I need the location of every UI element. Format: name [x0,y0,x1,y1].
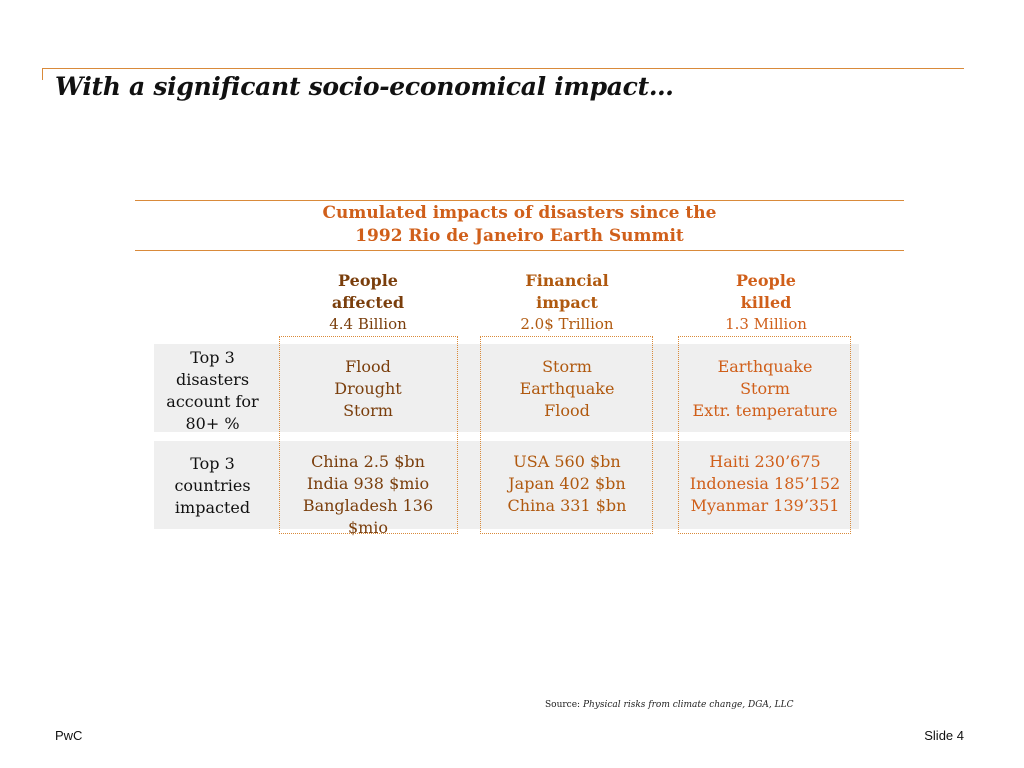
cell-disasters-people-killed: Earthquake Storm Extr. temperature [674,356,856,422]
cell-line: Drought [334,379,402,398]
cell-line: Earthquake [519,379,615,398]
cell-line: Indonesia 185’152 [689,474,841,493]
column-title-line: Financial [525,271,609,290]
row-label-line: Top 3 [190,454,235,473]
cell-line: Haiti 230’675 [709,452,821,471]
cell-countries-people-killed: Haiti 230’675 Indonesia 185’152 Myanmar … [674,451,856,517]
cell-line: Earthquake [717,357,813,376]
cell-line: China 2.5 $bn [311,452,425,471]
cell-disasters-people-affected: Flood Drought Storm [277,356,459,422]
cell-line: India 938 $mio [306,474,430,493]
cell-countries-people-affected: China 2.5 $bn India 938 $mio Bangladesh … [277,451,459,539]
table-header-bottom-rule [135,250,904,251]
column-total-value: 1.3 Million [725,315,807,333]
cell-line: Bangladesh 136 [302,496,434,515]
footer-brand: PwC [55,728,83,743]
row-label-line: account for [166,392,259,411]
cell-line: Storm [542,357,592,376]
row-label-line: countries [174,476,251,495]
source-reference: Physical risks from climate change, DGA,… [582,700,794,710]
column-header-people-killed: People killed 1.3 Million [675,270,857,334]
cell-line: Japan 402 $bn [508,474,626,493]
table-header: Cumulated impacts of disasters since the… [135,202,904,248]
row-label-countries: Top 3 countries impacted [154,453,271,519]
row-band-countries [154,441,859,529]
row-band-disasters [154,344,859,432]
column-title-line: affected [331,293,405,312]
column-box-financial-impact [480,336,653,534]
row-label-line: disasters [175,370,250,389]
column-title-line: People [736,271,796,290]
title-corner-mark [42,68,43,80]
cell-line: Extr. temperature [692,401,838,420]
cell-line: China 331 $bn [507,496,627,515]
column-title-line: People [338,271,398,290]
table-header-top-rule [135,200,904,201]
cell-line: Myanmar 139’351 [690,496,840,515]
slide-number: Slide 4 [924,728,964,743]
cell-disasters-financial-impact: Storm Earthquake Flood [476,356,658,422]
source-prefix: Source: [545,700,583,710]
source-note: Source: Physical risks from climate chan… [545,700,794,710]
column-total-value: 2.0$ Trillion [520,315,614,333]
cell-line: Flood [345,357,391,376]
slide-title: With a significant socio-economical impa… [55,72,674,101]
column-box-people-affected [279,336,458,534]
cell-line: Flood [544,401,590,420]
column-title-line: impact [536,293,598,312]
column-title-line: killed [740,293,792,312]
column-header-people-affected: People affected 4.4 Billion [277,270,459,334]
cell-line: USA 560 $bn [513,452,621,471]
row-label-line: 80+ % [185,414,240,433]
column-box-people-killed [678,336,851,534]
table-header-line-1: Cumulated impacts of disasters since the [322,203,717,223]
table-header-line-2: 1992 Rio de Janeiro Earth Summit [355,226,684,246]
row-label-line: impacted [174,498,251,517]
column-total-value: 4.4 Billion [329,315,407,333]
cell-line: Storm [343,401,393,420]
cell-countries-financial-impact: USA 560 $bn Japan 402 $bn China 331 $bn [476,451,658,517]
column-header-financial-impact: Financial impact 2.0$ Trillion [476,270,658,334]
title-rule [42,68,964,69]
row-label-line: Top 3 [190,348,235,367]
row-label-disasters: Top 3 disasters account for 80+ % [154,347,271,435]
cell-line: Storm [740,379,790,398]
cell-line: $mio [347,518,389,537]
